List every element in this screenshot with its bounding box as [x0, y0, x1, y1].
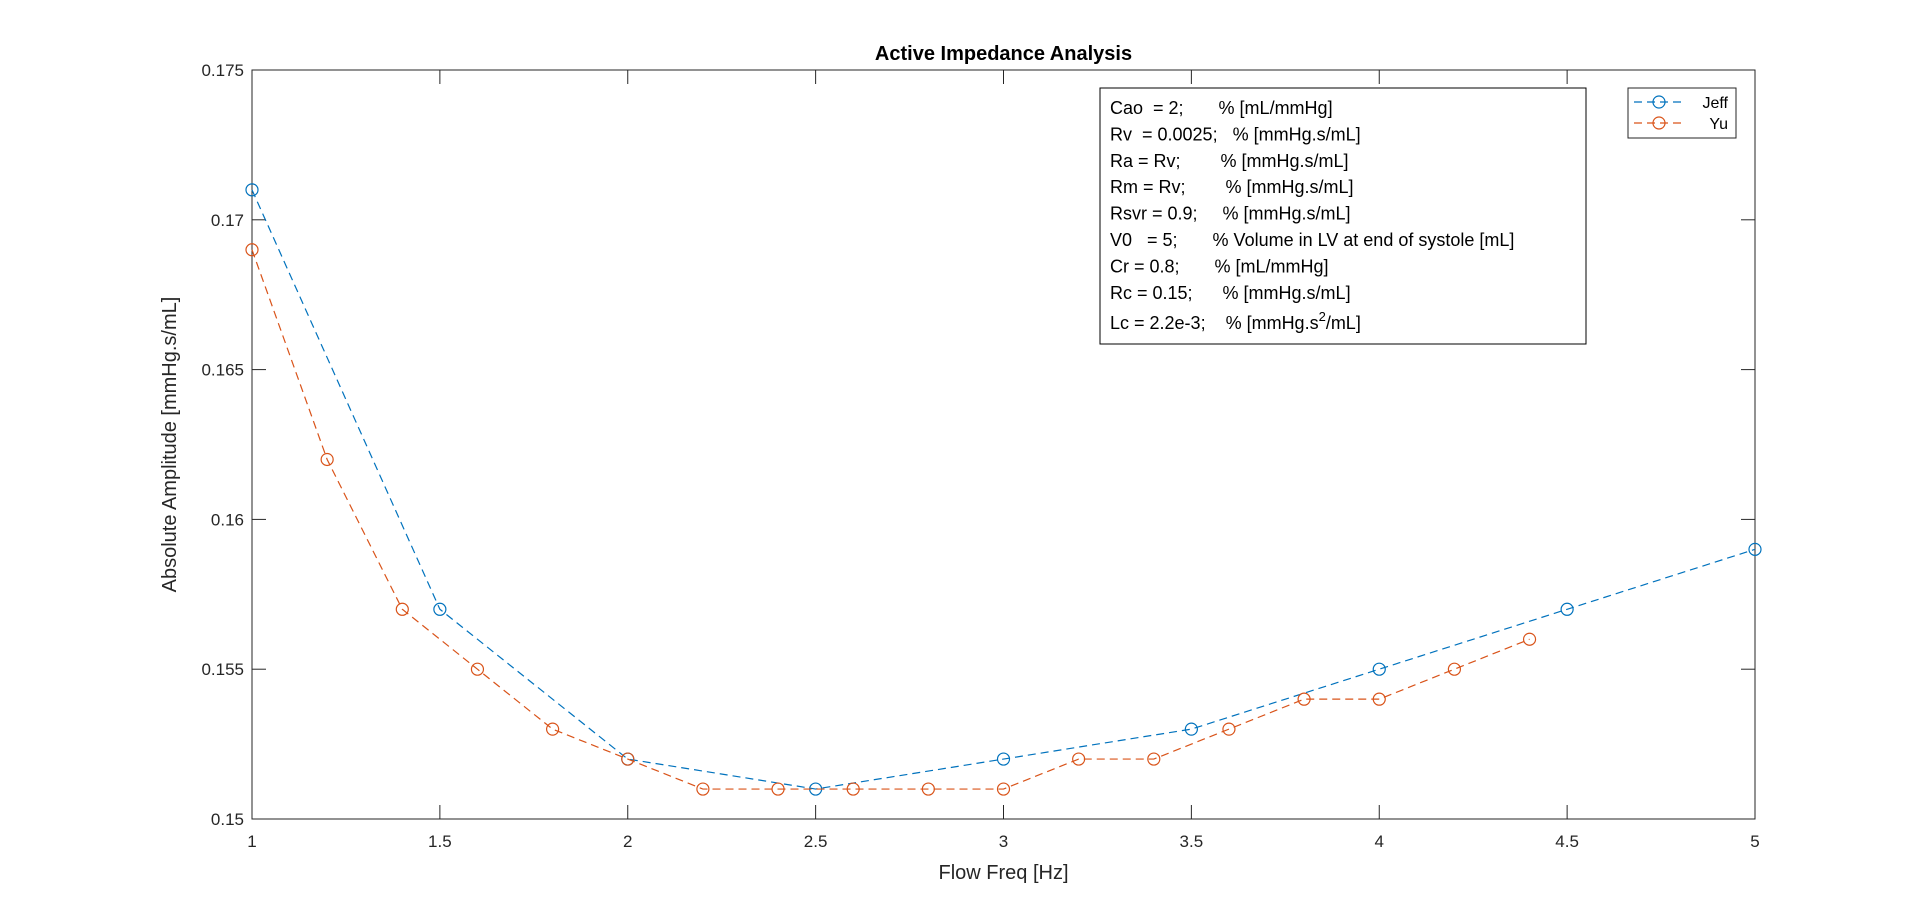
annotation-line-lc: Lc = 2.2e-3; % [mmHg.s2/mL] — [1110, 309, 1361, 333]
data-point-yu — [696, 782, 710, 796]
data-point-yu — [395, 602, 409, 616]
legend-label: Yu — [1709, 116, 1728, 133]
y-tick-label: 0.175 — [201, 61, 244, 80]
annotation-line: Ra = Rv; % [mmHg.s/mL] — [1110, 151, 1349, 171]
legend-frame — [1627, 87, 1737, 139]
annotation-line: Cr = 0.8; % [mL/mmHg] — [1110, 256, 1329, 276]
data-point-yu — [1447, 662, 1462, 676]
annotation-lc-superscript: 2 — [1319, 309, 1326, 324]
legend[interactable]: Jeff Yu — [1627, 87, 1737, 139]
y-tick-label: 0.16 — [211, 510, 244, 529]
data-point-yu — [245, 243, 259, 257]
chart-title: Active Impedance Analysis — [875, 43, 1132, 65]
annotation-lc-text: Lc = 2.2e-3; % [mmHg.s — [1110, 313, 1319, 333]
data-point-yu — [1522, 632, 1537, 646]
annotation-line: Rsvr = 0.9; % [mmHg.s/mL] — [1110, 204, 1351, 224]
data-point-yu — [771, 782, 785, 796]
data-point-yu — [1222, 722, 1236, 736]
series-yu — [245, 243, 1537, 796]
legend-label: Jeff — [1703, 95, 1729, 112]
series-layer — [245, 183, 1762, 796]
data-point-jeff — [1372, 662, 1386, 676]
x-axis-label: Flow Freq [Hz] — [938, 862, 1068, 884]
axis-ticks: 1 1.5 2 2.5 3 3.5 4 4.5 5 0.15 0.155 0.16 0.165 0.17 0… — [201, 61, 1759, 851]
legend-swatch-marker — [1652, 116, 1666, 130]
annotation-frame — [1099, 87, 1587, 345]
x-tick-label: 4 — [1375, 832, 1384, 851]
data-point-jeff — [996, 752, 1011, 766]
x-tick-label: 1 — [247, 832, 256, 851]
legend-item-jeff[interactable]: Jeff — [1634, 95, 1729, 112]
y-tick-label: 0.15 — [211, 810, 244, 829]
data-point-yu — [545, 722, 560, 736]
data-point-yu — [921, 782, 935, 796]
x-tick-label: 2.5 — [804, 832, 828, 851]
data-point-jeff — [1184, 722, 1198, 736]
data-point-jeff — [433, 602, 447, 616]
y-axis-label: Absolute Amplitude [mmHg.s/mL] — [159, 297, 181, 593]
data-point-yu — [320, 452, 334, 467]
annotation-line: V0 = 5; % Volume in LV at end of systole… — [1110, 230, 1514, 250]
x-tick-label: 4.5 — [1555, 832, 1579, 851]
data-point-yu — [1147, 752, 1161, 766]
data-point-yu — [1372, 692, 1386, 706]
data-point-jeff — [245, 183, 259, 197]
legend-swatch-marker — [1652, 95, 1666, 109]
data-point-yu — [621, 752, 635, 766]
annotation-line: Rv = 0.0025; % [mmHg.s/mL] — [1110, 124, 1361, 144]
data-point-jeff — [1748, 542, 1762, 556]
x-tick-label: 5 — [1750, 832, 1759, 851]
parameter-annotation-box: Cao = 2; % [mL/mmHg] Rv = 0.0025; % [mmHg… — [1099, 87, 1587, 345]
x-tick-label: 1.5 — [428, 832, 452, 851]
y-tick-label: 0.165 — [201, 361, 244, 380]
annotation-line: Rm = Rv; % [mmHg.s/mL] — [1110, 177, 1354, 197]
data-point-yu — [846, 782, 860, 796]
annotation-lc-unit: /mL] — [1326, 313, 1361, 333]
series-line-yu — [251, 249, 1530, 790]
data-point-yu — [996, 782, 1011, 796]
annotation-line: Cao = 2; % [mL/mmHg] — [1110, 98, 1333, 118]
y-tick-label: 0.17 — [211, 211, 244, 230]
y-tick-label: 0.155 — [201, 660, 244, 679]
data-point-jeff — [1560, 602, 1574, 616]
x-tick-label: 2 — [623, 832, 632, 851]
annotation-line: Rc = 0.15; % [mmHg.s/mL] — [1110, 283, 1351, 303]
data-point-yu — [1297, 692, 1311, 706]
data-point-yu — [470, 662, 485, 676]
series-line-jeff — [251, 189, 1756, 790]
x-tick-label: 3.5 — [1180, 832, 1204, 851]
data-point-yu — [1072, 752, 1086, 766]
legend-item-yu[interactable]: Yu — [1634, 116, 1728, 133]
x-tick-label: 3 — [999, 832, 1008, 851]
